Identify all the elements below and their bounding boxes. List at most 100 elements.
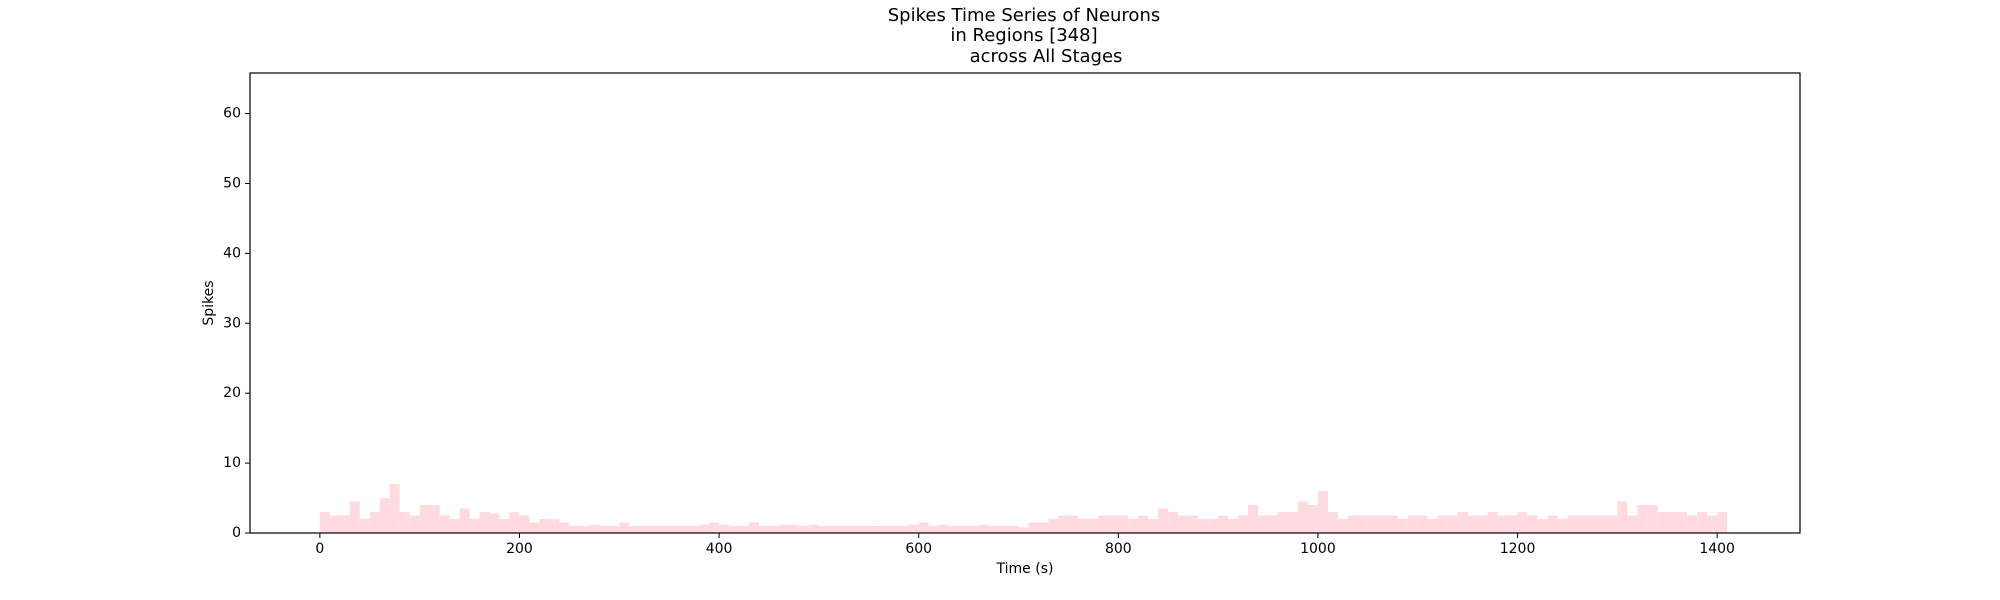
bar [1078,519,1089,533]
bar [1587,515,1598,533]
bar [968,526,979,533]
bar [1188,515,1199,533]
bar [459,508,470,533]
bar [599,526,610,533]
bar [1218,515,1229,533]
bar [339,515,350,533]
bar [699,524,710,533]
bar [469,519,480,533]
bar [1697,512,1708,533]
bar [918,522,929,533]
bar [1337,519,1348,533]
bar [1228,519,1239,533]
bar [519,515,530,533]
bar [1178,515,1189,533]
bar [419,505,430,533]
bar [619,522,630,533]
bar [689,526,700,533]
bar [1018,527,1029,533]
bar [1098,515,1109,533]
bar [1128,519,1139,533]
bar [1637,505,1648,533]
bar [938,524,949,533]
bar [1447,515,1458,533]
bar [778,524,789,533]
bar [998,526,1009,533]
bar [749,522,760,533]
bar [798,526,809,533]
bar [349,501,360,533]
bar [1387,515,1398,533]
bar [898,526,909,533]
bar [1707,515,1718,533]
bar [389,484,400,533]
x-tick-label: 1400 [1699,541,1735,557]
bar [1148,519,1159,533]
bar [399,512,410,533]
bar [1597,515,1608,533]
bar [1497,515,1508,533]
bar [529,522,540,533]
bar [1208,519,1219,533]
bar [489,513,500,533]
chart-title: Spikes Time Series of Neurons [888,5,1160,26]
bar [788,524,799,533]
bar [1537,519,1548,533]
bar [729,526,740,533]
bar [1357,515,1368,533]
bar [1138,515,1149,533]
bar [1657,512,1668,533]
y-tick-label: 30 [223,315,241,331]
bar [709,522,720,533]
bar [1028,522,1039,533]
bar [1367,515,1378,533]
bar [928,526,939,533]
bar [828,526,839,533]
x-tick-label: 800 [1105,541,1132,557]
bar [1068,515,1079,533]
bar [609,526,620,533]
bar [559,522,570,533]
bar [1327,512,1338,533]
bar [1557,519,1568,533]
bars [319,484,1728,533]
x-tick-label: 200 [506,541,533,557]
bar [639,526,650,533]
bar [759,526,769,533]
bar [978,524,989,533]
bar [659,526,670,533]
bar [359,519,370,533]
bar [768,526,779,533]
x-tick-label: 1000 [1300,541,1336,557]
y-tick-label: 40 [223,245,241,261]
bar [878,526,889,533]
bar [958,526,969,533]
bar [1088,519,1099,533]
bar [888,526,899,533]
bar [719,524,730,533]
chart-title: across All Stages [970,46,1123,67]
bar [1158,508,1169,533]
bar [1407,515,1418,533]
bar [1457,512,1468,533]
bar [1307,505,1318,533]
bar [1467,515,1478,533]
bar [369,512,380,533]
bar [499,519,510,533]
bar [908,524,919,533]
bar [1058,515,1069,533]
bar [1717,512,1728,533]
x-tick-label: 600 [905,541,932,557]
bar [429,505,440,533]
bar [1038,522,1049,533]
bar [409,515,420,533]
bar [329,515,340,533]
bar [589,524,600,533]
bar [1347,515,1358,533]
bar [868,526,879,533]
bar [1377,515,1388,533]
bar [1048,519,1059,533]
bar [1287,512,1298,533]
bar [1168,512,1179,533]
